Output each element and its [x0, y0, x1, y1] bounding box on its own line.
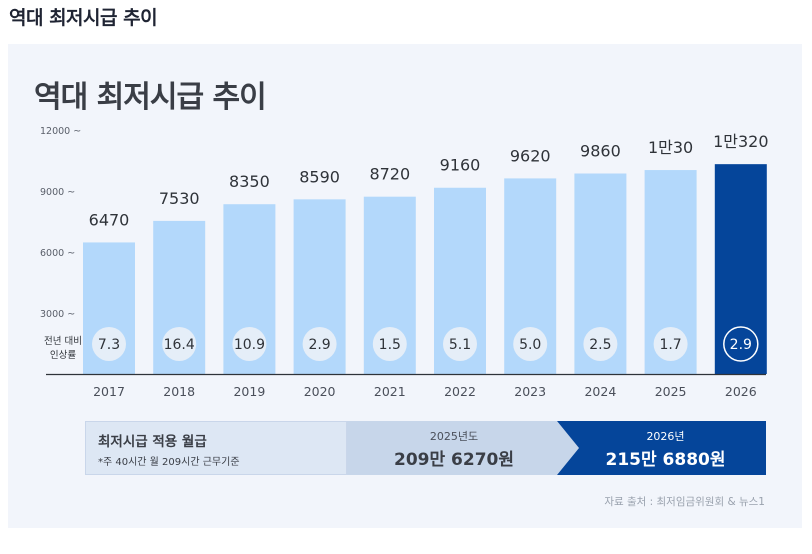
summary-year-2026: 2026년: [646, 430, 685, 443]
source-credit: 자료 출처 : 최저임금위원회 & 뉴스1: [604, 496, 765, 508]
growth-badge: [513, 327, 548, 361]
growth-row-label: 인상률: [50, 350, 76, 361]
bar-value-label: 9860: [580, 142, 621, 161]
y-tick-label: 9000 ~: [40, 187, 75, 198]
x-tick-label: 2023: [514, 384, 546, 399]
growth-badge: [443, 327, 477, 361]
y-tick-label: 12000 ~: [40, 126, 81, 137]
growth-badge: [723, 326, 759, 362]
summary-2025-panel: [343, 421, 579, 475]
growth-rate-label: 2.5: [589, 337, 611, 353]
bar-value-label: 8350: [229, 172, 270, 191]
summary-value-2025: 209만 6270원: [394, 450, 514, 470]
bar-value-label: 8590: [299, 167, 340, 186]
growth-rate-label: 10.9: [234, 337, 265, 353]
x-tick-label: 2021: [374, 384, 406, 399]
growth-badge: [653, 327, 688, 361]
bar-value-label: 9160: [440, 156, 481, 175]
monthly-wage-summary: 최저시급 적용 월급 *주 40시간 월 209시간 근무기준 2025년도 2…: [85, 421, 766, 475]
summary-note: *주 40시간 월 209시간 근무기준: [98, 457, 240, 468]
y-tick-label: 6000 ~: [40, 248, 75, 259]
growth-rate-label: 1.7: [659, 337, 681, 353]
bar-value-label: 1만320: [713, 132, 768, 151]
y-tick-label: 3000 ~: [40, 309, 75, 320]
summary-year-2025: 2025년도: [429, 430, 479, 443]
x-tick-label: 2020: [304, 384, 336, 399]
growth-rate-label: 7.3: [98, 337, 120, 353]
summary-value-2026: 215만 6880원: [605, 450, 726, 470]
growth-rate-label: 2.9: [730, 337, 752, 353]
growth-rate-label: 5.0: [519, 337, 541, 353]
growth-badge: [162, 327, 197, 361]
growth-badge: [372, 327, 407, 361]
bar-value-label: 8720: [369, 165, 410, 184]
x-tick-label: 2018: [163, 384, 195, 399]
summary-label-panel: 최저시급 적용 월급 *주 40시간 월 209시간 근무기준: [85, 421, 347, 475]
x-tick-label: 2026: [725, 384, 757, 399]
x-tick-label: 2025: [655, 384, 687, 399]
bar-value-label: 6470: [89, 210, 130, 229]
x-tick-label: 2022: [444, 384, 476, 399]
growth-rate-label: 16.4: [164, 337, 195, 353]
growth-badge: [302, 327, 337, 361]
x-tick-label: 2024: [584, 384, 616, 399]
summary-label: 최저시급 적용 월급: [98, 434, 207, 450]
summary-shapes: [343, 421, 766, 475]
growth-rate-label: 2.9: [308, 337, 330, 353]
outer-title: 역대 최저시급 추이: [9, 7, 158, 29]
chart-title: 역대 최저시급 추이: [34, 80, 267, 115]
bar-value-label: 1만30: [648, 138, 693, 157]
growth-badge: [583, 327, 618, 361]
summary-2026-panel: [557, 421, 766, 475]
growth-badge: [92, 327, 126, 361]
bar-value-label: 7530: [159, 189, 200, 208]
x-tick-label: 2017: [93, 384, 125, 399]
growth-badge: [232, 327, 267, 361]
x-tick-label: 2019: [233, 384, 265, 399]
growth-rate-label: 1.5: [379, 337, 401, 353]
growth-row-label: 전년 대비: [44, 336, 82, 347]
growth-rate-label: 5.1: [449, 337, 471, 353]
bar-value-label: 9620: [510, 146, 551, 165]
